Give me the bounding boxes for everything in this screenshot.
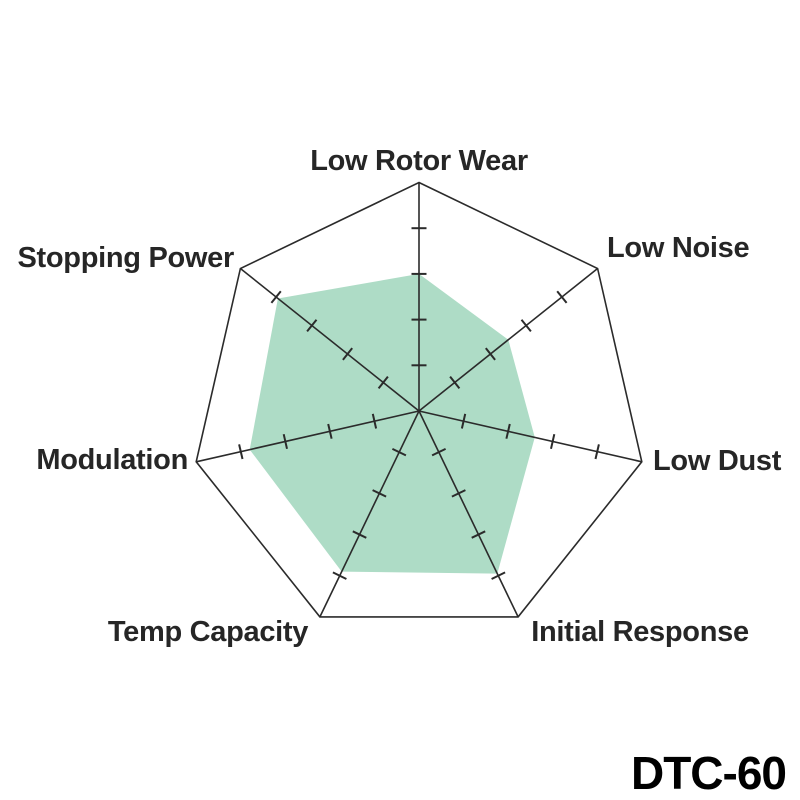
- radar-spoke: [319, 410, 420, 618]
- radar-tick: [391, 447, 407, 457]
- radar-data-polygon: [249, 273, 535, 574]
- radar-tick: [471, 530, 486, 539]
- radar-tick: [332, 571, 347, 580]
- radar-tick: [371, 413, 378, 429]
- radar-tick: [485, 347, 496, 361]
- radar-tick: [377, 375, 389, 390]
- radar-tick: [491, 571, 506, 580]
- axis-label-modulation: Modulation: [36, 444, 188, 476]
- axis-label-low-rotor-wear: Low Rotor Wear: [310, 145, 528, 177]
- radar-tick: [505, 423, 511, 439]
- axis-label-low-noise: Low Noise: [607, 232, 750, 264]
- radar-tick: [520, 319, 532, 333]
- radar-tick: [594, 444, 600, 460]
- radar-tick: [352, 530, 367, 539]
- radar-outline: [195, 181, 643, 618]
- radar-tick: [238, 444, 244, 460]
- radar-spoke: [239, 267, 420, 412]
- radar-tick: [550, 433, 556, 450]
- radar-spoke: [196, 410, 420, 463]
- radar-tick: [342, 347, 353, 361]
- radar-spoke: [418, 267, 599, 412]
- radar-tick: [451, 489, 466, 498]
- chart-title: DTC-60: [630, 747, 787, 799]
- radar-tick: [372, 489, 387, 498]
- axis-label-initial-response: Initial Response: [531, 616, 749, 648]
- axis-label-low-dust: Low Dust: [653, 445, 782, 477]
- radar-tick: [327, 423, 333, 439]
- radar-spoke: [418, 410, 642, 463]
- radar-tick: [449, 375, 461, 390]
- radar-tick: [282, 433, 288, 450]
- axis-label-stopping-power: Stopping Power: [17, 242, 234, 274]
- radar-spoke: [418, 410, 519, 618]
- radar-tick: [431, 447, 447, 457]
- axis-label-temp-capacity: Temp Capacity: [107, 616, 309, 648]
- radar-tick: [460, 413, 467, 429]
- radar-tick: [556, 290, 568, 304]
- radar-tick: [306, 319, 318, 333]
- radar-tick: [270, 290, 282, 304]
